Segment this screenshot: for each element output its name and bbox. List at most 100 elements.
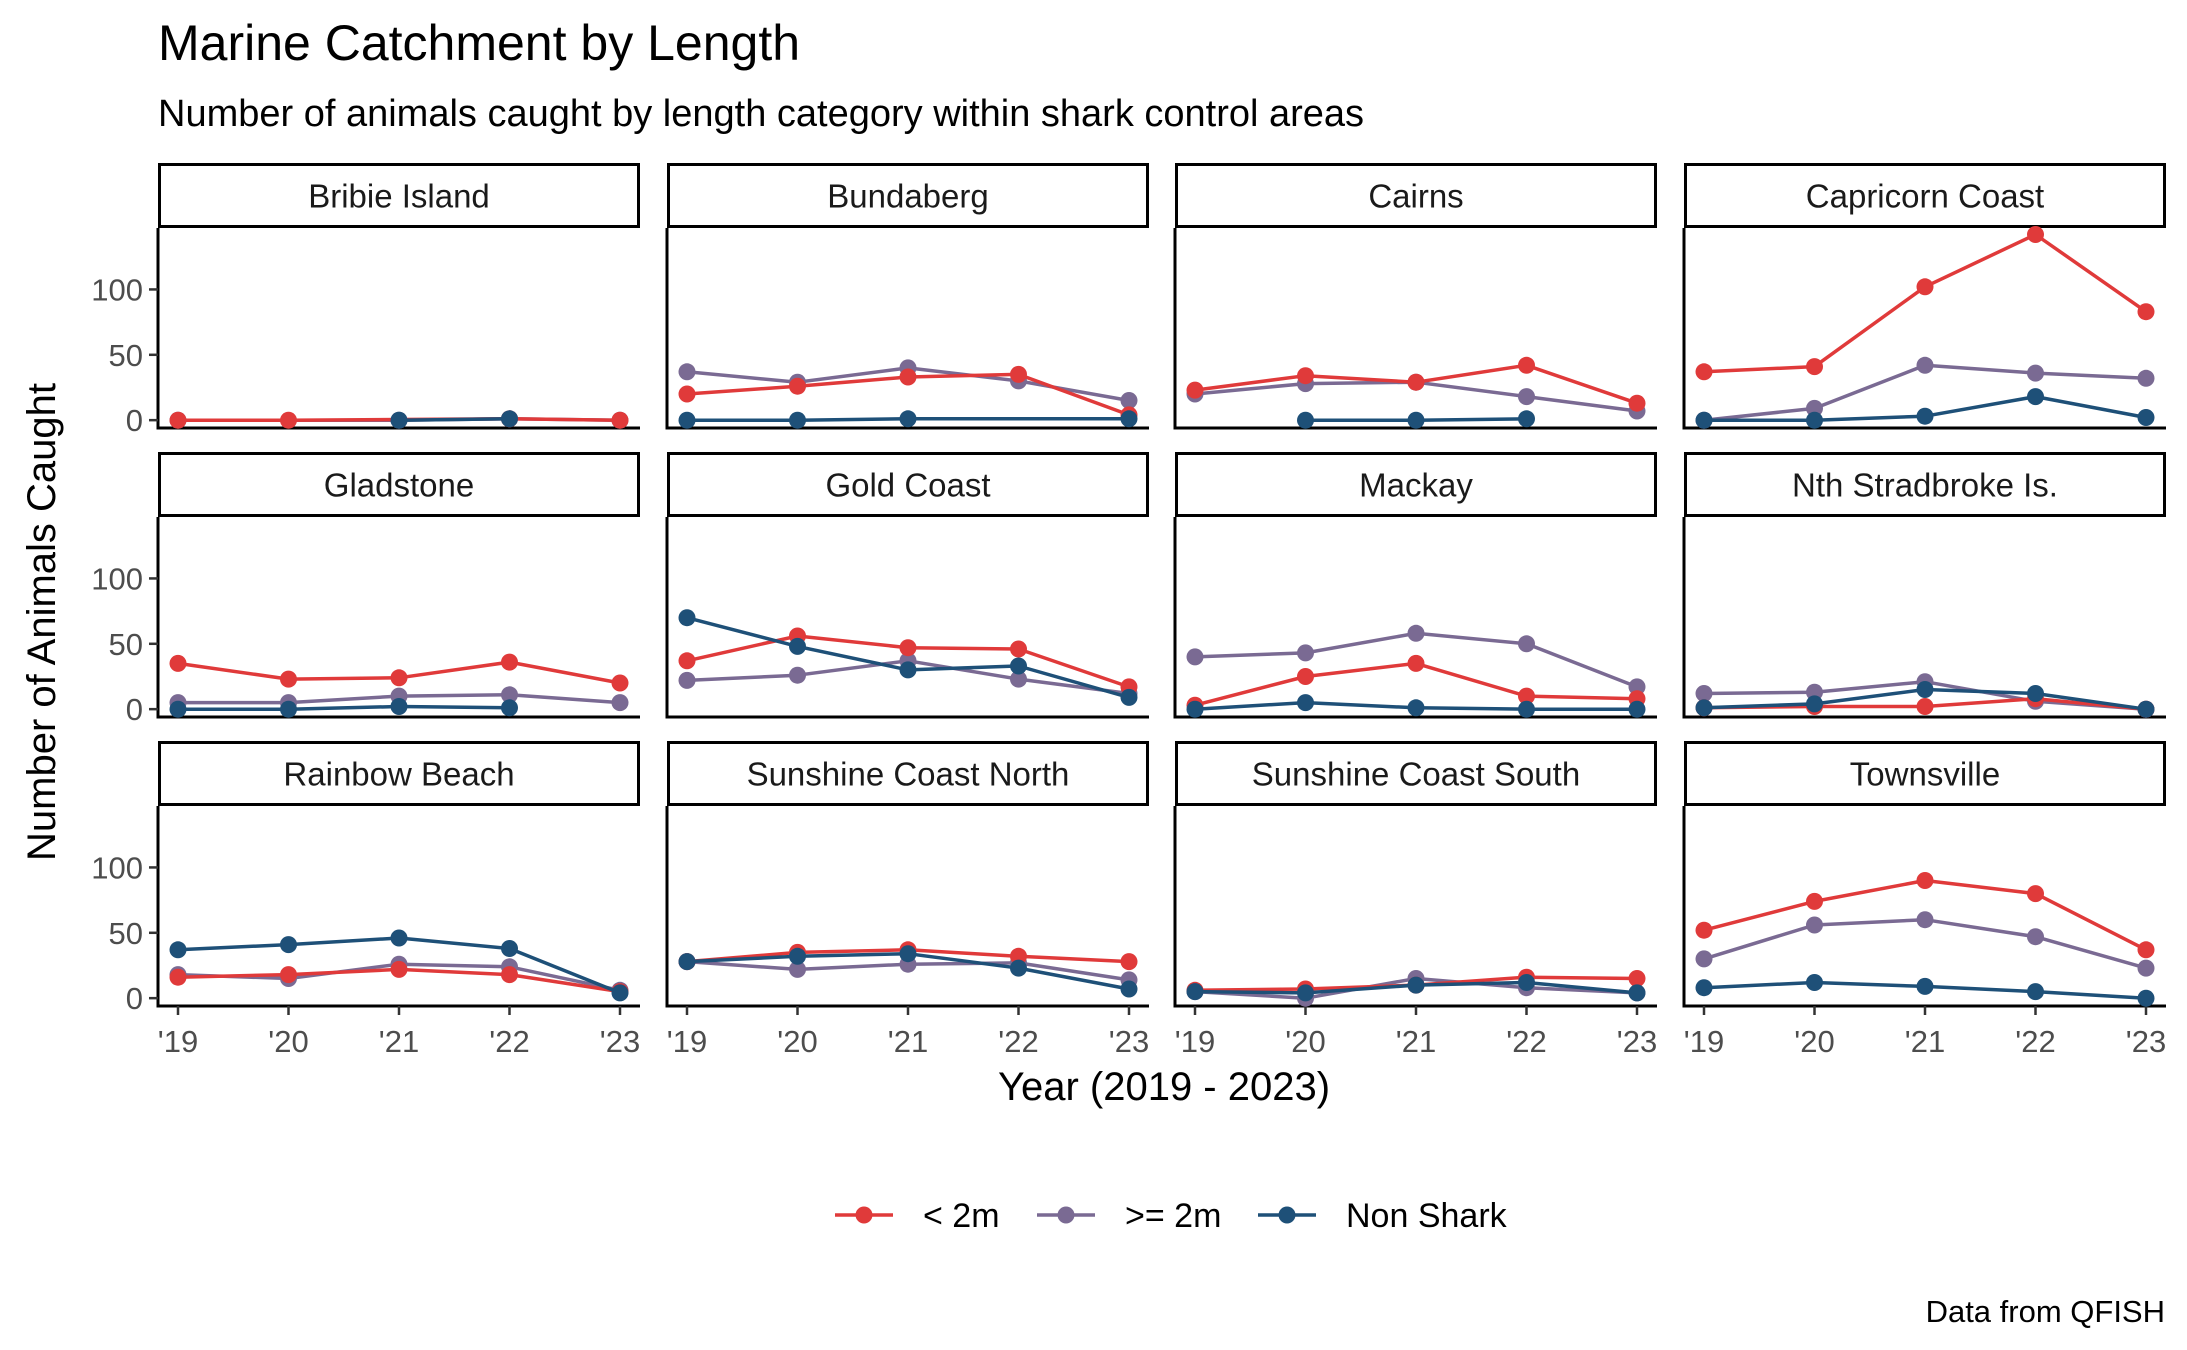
data-point-lt2m [611, 674, 629, 692]
data-point-ge2m [1407, 624, 1425, 642]
x-tick-label: '20 [1794, 1024, 1834, 1059]
data-point-nonshark [899, 661, 917, 679]
facet-panel: Cairns [1173, 163, 1657, 430]
y-tick-label: 0 [126, 981, 143, 1016]
data-point-nonshark [390, 698, 408, 715]
data-point-lt2m [169, 411, 187, 429]
data-point-nonshark [2027, 685, 2044, 702]
legend-item-ge2m: >= 2m [1037, 1197, 1221, 1235]
data-point-nonshark [1916, 977, 1934, 995]
facet-strip [667, 452, 1149, 517]
legend-key-point [1057, 1206, 1075, 1224]
data-point-nonshark [611, 984, 629, 1002]
data-point-lt2m [1518, 356, 1535, 374]
facet-strip [667, 741, 1149, 806]
data-point-nonshark [1916, 681, 1934, 698]
facet-strip [1175, 741, 1657, 806]
x-tick-label: '22 [489, 1024, 529, 1059]
chart-title: Marine Catchment by Length [158, 15, 800, 71]
x-tick-label: '19 [667, 1024, 707, 1059]
data-point-ge2m [2027, 364, 2044, 382]
data-point-nonshark [2027, 983, 2044, 1001]
x-tick-label: '22 [998, 1024, 1038, 1059]
data-point-lt2m [501, 966, 518, 984]
data-point-lt2m [1407, 373, 1425, 391]
data-point-lt2m [1407, 654, 1425, 672]
data-point-lt2m [1628, 394, 1646, 412]
x-tick-label: '20 [268, 1024, 308, 1059]
y-tick-label: 50 [109, 627, 143, 662]
x-tick-label: '23 [600, 1024, 640, 1059]
facet-strip-label: Nth Stradbroke Is. [1792, 467, 2058, 504]
data-point-nonshark [1186, 700, 1204, 718]
y-tick-label: 0 [126, 692, 143, 727]
data-point-ge2m [1806, 399, 1823, 417]
data-point-nonshark [2137, 989, 2155, 1007]
data-point-nonshark [1010, 657, 1027, 675]
data-point-nonshark [1297, 984, 1314, 1002]
data-point-nonshark [1010, 959, 1027, 977]
data-point-lt2m [390, 960, 408, 978]
data-point-lt2m [678, 385, 696, 403]
data-point-nonshark [2027, 388, 2044, 406]
data-point-nonshark [1297, 694, 1314, 712]
facet-panel: Townsville '19 '20 '21 '22 '23 [1682, 741, 2166, 1059]
data-point-nonshark [1628, 984, 1646, 1002]
facet-panel: Bribie Island 0 50 100 [91, 163, 640, 438]
x-axis-title: Year (2019 - 2023) [998, 1065, 1330, 1109]
data-point-nonshark [1407, 699, 1425, 717]
data-point-nonshark [1120, 410, 1138, 428]
data-point-nonshark [501, 410, 518, 428]
facet-strip [667, 163, 1149, 228]
data-point-ge2m [1695, 950, 1713, 968]
data-point-ge2m [1518, 635, 1535, 653]
facet-strip [1175, 452, 1657, 517]
data-point-lt2m [1916, 698, 1934, 715]
data-point-nonshark [1518, 974, 1535, 991]
data-point-nonshark [390, 929, 408, 947]
data-point-nonshark [2137, 700, 2155, 718]
data-point-lt2m [1695, 363, 1713, 381]
facet-panel: Nth Stradbroke Is. [1682, 452, 2166, 719]
y-tick-label: 0 [126, 403, 143, 438]
series-line-lt2m [1703, 232, 2148, 374]
facet-strip-label: Gold Coast [825, 467, 990, 504]
data-point-nonshark [280, 700, 297, 718]
facet-strip-label: Capricorn Coast [1806, 178, 2044, 215]
data-point-lt2m [1297, 367, 1314, 385]
data-point-ge2m [1297, 644, 1314, 662]
series-line-nonshark [178, 704, 510, 711]
data-point-lt2m [899, 639, 917, 657]
data-point-ge2m [1695, 685, 1713, 702]
data-point-nonshark [501, 940, 518, 957]
x-tick-label: '23 [1617, 1024, 1657, 1059]
legend-label: Non Shark [1346, 1197, 1508, 1235]
facet-strip-label: Sunshine Coast South [1252, 756, 1580, 793]
data-point-lt2m [2027, 226, 2044, 243]
series-line-nonshark [398, 417, 510, 422]
x-tick-label: '20 [777, 1024, 817, 1059]
data-point-nonshark [1120, 980, 1138, 998]
facet-strip-label: Cairns [1368, 178, 1463, 215]
data-point-nonshark [1695, 979, 1713, 997]
chart-subtitle: Number of animals caught by length categ… [158, 93, 1364, 135]
data-point-nonshark [1297, 411, 1314, 429]
data-point-lt2m [1916, 872, 1934, 889]
y-tick-label: 100 [91, 272, 143, 307]
data-point-lt2m [1297, 668, 1314, 685]
data-point-ge2m [678, 671, 696, 689]
data-point-nonshark [1186, 983, 1204, 1001]
data-point-nonshark [1120, 688, 1138, 706]
facet-panel: Gladstone 0 50 100 [91, 452, 640, 727]
data-point-lt2m [899, 368, 917, 386]
data-point-nonshark [678, 609, 696, 627]
facet-strip-label: Bribie Island [308, 178, 490, 215]
data-point-lt2m [1518, 687, 1535, 705]
data-point-ge2m [789, 666, 806, 684]
data-point-lt2m [280, 411, 297, 429]
facet-strip [1684, 163, 2166, 228]
data-point-ge2m [2137, 369, 2155, 387]
data-point-lt2m [2137, 303, 2155, 321]
data-point-nonshark [789, 637, 806, 655]
facet-strip-label: Gladstone [324, 467, 474, 504]
